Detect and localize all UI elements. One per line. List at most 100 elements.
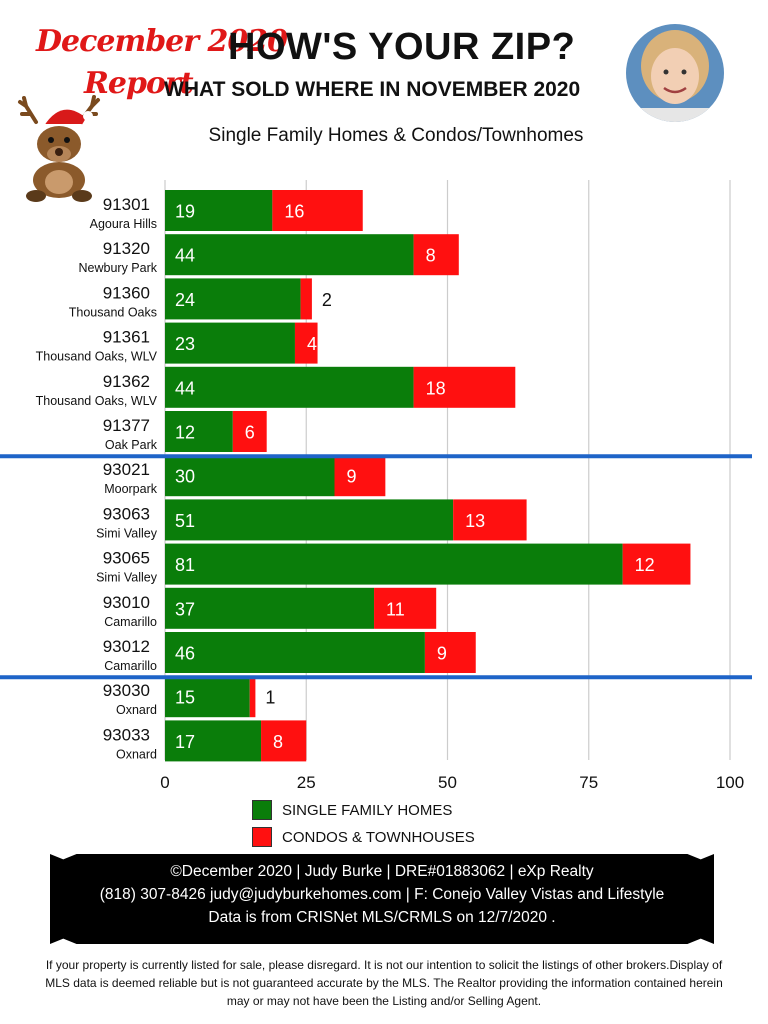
city-label: Oak Park xyxy=(105,438,158,452)
x-tick-label: 25 xyxy=(297,773,316,792)
data-label-condo: 16 xyxy=(284,202,304,222)
zip-label: 91377 xyxy=(103,416,150,435)
data-label-sfh: 17 xyxy=(175,732,195,752)
bar-condo xyxy=(232,411,267,452)
reindeer-icon xyxy=(18,95,100,202)
city-label: Oxnard xyxy=(116,747,157,761)
legal-disclaimer: If your property is currently listed for… xyxy=(45,958,723,1008)
page-title: HOW'S YOUR ZIP? xyxy=(228,26,576,68)
footer-line-contact: (818) 307-8426 judy@judyburkehomes.com |… xyxy=(99,886,665,903)
data-label-sfh: 51 xyxy=(175,511,195,531)
x-tick-label: 100 xyxy=(716,773,744,792)
bar-condo xyxy=(424,632,476,673)
city-label: Newbury Park xyxy=(79,261,158,275)
data-label-condo: 6 xyxy=(245,423,255,443)
city-label: Moorpark xyxy=(104,482,158,496)
bar-sfh xyxy=(165,720,262,762)
data-label-condo: 2 xyxy=(322,290,332,310)
data-label-sfh: 23 xyxy=(175,334,195,354)
zip-label: 91301 xyxy=(103,195,150,214)
bar-condo xyxy=(249,676,256,718)
bar-sfh xyxy=(165,322,295,364)
bar-condo xyxy=(413,366,516,408)
chart-legend: SINGLE FAMILY HOMES CONDOS & TOWNHOUSES xyxy=(252,798,475,852)
zip-label: 93063 xyxy=(103,504,150,523)
city-label: Camarillo xyxy=(104,615,157,629)
city-label: Agoura Hills xyxy=(90,217,157,231)
city-label: Thousand Oaks, WLV xyxy=(36,350,158,364)
city-label: Simi Valley xyxy=(96,526,158,540)
page-subtitle: WHAT SOLD WHERE IN NOVEMBER 2020 xyxy=(164,78,581,101)
bar-condo xyxy=(453,499,527,541)
city-label: Thousand Oaks, WLV xyxy=(36,394,158,408)
data-label-sfh: 15 xyxy=(175,688,195,708)
data-label-condo: 8 xyxy=(426,246,436,266)
zip-label: 93010 xyxy=(103,593,150,612)
data-label-sfh: 12 xyxy=(175,423,195,443)
zip-label: 91361 xyxy=(103,328,150,347)
data-label-condo: 9 xyxy=(347,467,357,487)
data-label-condo: 18 xyxy=(426,378,446,398)
footer-line-copyright: ©December 2020 | Judy Burke | DRE#018830… xyxy=(170,863,594,880)
footer-line-source: Data is from CRISNet MLS/CRMLS on 12/7/2… xyxy=(208,909,556,926)
bar-sfh xyxy=(165,411,233,452)
zip-label: 91362 xyxy=(103,372,150,391)
data-label-sfh: 30 xyxy=(175,467,195,487)
bar-condo xyxy=(413,234,459,276)
data-label-condo: 1 xyxy=(265,688,275,708)
zip-label: 93030 xyxy=(103,681,150,700)
legend-swatch-condo xyxy=(252,827,272,847)
data-label-sfh: 44 xyxy=(175,246,195,266)
zip-label: 93021 xyxy=(103,460,150,479)
report-badge-month: December 2020 xyxy=(36,24,288,59)
zip-label: 91360 xyxy=(103,283,150,302)
data-label-condo: 11 xyxy=(386,599,405,619)
x-tick-label: 0 xyxy=(160,773,169,792)
report-badge-word: Report xyxy=(84,66,194,101)
bar-sfh xyxy=(165,278,301,320)
bar-sfh xyxy=(165,366,414,408)
city-label: Camarillo xyxy=(104,659,157,673)
bar-condo xyxy=(300,278,312,320)
data-label-condo: 8 xyxy=(273,732,283,752)
data-label-sfh: 19 xyxy=(175,202,195,222)
bar-sfh xyxy=(165,632,425,673)
data-label-condo: 13 xyxy=(465,511,485,531)
data-label-sfh: 81 xyxy=(175,555,195,575)
bar-sfh xyxy=(165,587,375,629)
bar-condo xyxy=(622,543,691,585)
x-tick-label: 75 xyxy=(579,773,598,792)
zip-label: 93033 xyxy=(103,725,150,744)
bar-condo xyxy=(294,322,318,364)
agent-avatar xyxy=(626,24,724,122)
bar-sfh xyxy=(165,676,250,718)
data-label-sfh: 46 xyxy=(175,644,195,664)
legend-swatch-sfh xyxy=(252,800,272,820)
city-label: Thousand Oaks xyxy=(69,305,157,319)
data-label-condo: 9 xyxy=(437,644,447,664)
data-label-sfh: 44 xyxy=(175,378,195,398)
bar-condo xyxy=(261,720,307,762)
bar-sfh xyxy=(165,543,623,585)
zip-label: 93065 xyxy=(103,549,150,568)
bar-sfh xyxy=(165,499,454,541)
legend-item-condo: CONDOS & TOWNHOUSES xyxy=(252,825,475,849)
legend-item-sfh: SINGLE FAMILY HOMES xyxy=(252,798,475,822)
zip-label: 91320 xyxy=(103,239,150,258)
data-label-sfh: 24 xyxy=(175,290,195,310)
bar-sfh xyxy=(165,190,273,231)
bar-sfh xyxy=(165,234,414,276)
legend-label-sfh: SINGLE FAMILY HOMES xyxy=(282,801,453,819)
x-tick-label: 50 xyxy=(438,773,457,792)
city-label: Oxnard xyxy=(116,703,157,717)
city-label: Simi Valley xyxy=(96,571,158,585)
data-label-condo: 4 xyxy=(307,334,317,354)
bar-condo xyxy=(334,455,386,497)
legend-label-condo: CONDOS & TOWNHOUSES xyxy=(282,828,475,846)
data-label-sfh: 37 xyxy=(175,599,195,619)
bar-sfh xyxy=(165,455,335,497)
bar-condo xyxy=(374,587,437,629)
zip-label: 93012 xyxy=(103,637,150,656)
data-label-condo: 12 xyxy=(635,555,655,575)
